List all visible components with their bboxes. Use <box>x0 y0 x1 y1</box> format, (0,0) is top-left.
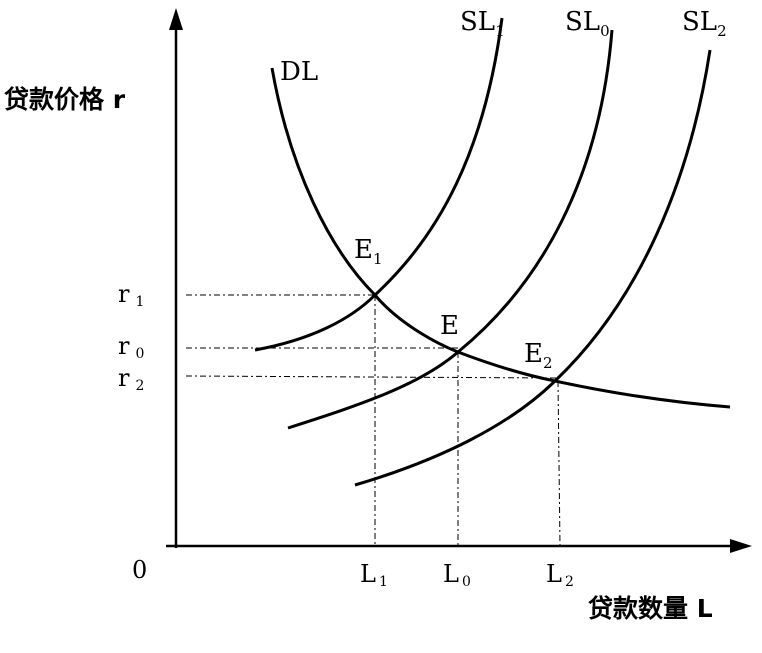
label-dl: DL <box>280 57 318 87</box>
y-axis-label: 贷款价格 r <box>4 85 126 114</box>
x-axis-arrow <box>730 539 752 553</box>
y-axis-arrow <box>169 8 183 30</box>
label-e2: E2 <box>524 339 553 372</box>
label-e1: E1 <box>354 235 383 268</box>
label-sl0: SL0 <box>565 7 610 40</box>
label-sl2: SL2 <box>682 7 727 40</box>
supply-curve-sl1 <box>254 17 504 352</box>
supply-curve-sl0 <box>287 29 614 430</box>
origin-label: 0 <box>132 556 147 584</box>
demand-curve-dl <box>270 67 731 409</box>
guide-r2 <box>185 375 558 379</box>
label-sl1: SL1 <box>460 7 505 40</box>
x-axis-label: 贷款数量 L <box>588 594 713 623</box>
guide-l2 <box>557 380 561 547</box>
supply-curve-sl2 <box>354 49 712 487</box>
label-e: E <box>440 311 459 341</box>
